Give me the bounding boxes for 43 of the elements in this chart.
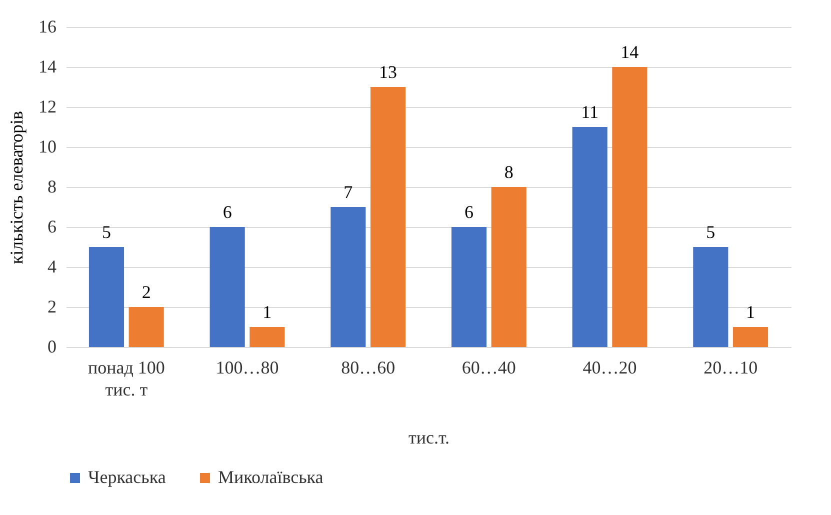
data-label: 11 bbox=[581, 102, 598, 122]
bar bbox=[612, 67, 648, 347]
legend-label: Черкаська bbox=[88, 467, 166, 487]
y-tick-label: 2 bbox=[48, 296, 56, 316]
x-tick-label: 20…10 bbox=[704, 358, 758, 378]
x-tick-label: 40…20 bbox=[582, 358, 637, 378]
y-tick-label: 4 bbox=[48, 256, 56, 276]
y-tick-label: 0 bbox=[48, 336, 56, 356]
bar bbox=[451, 227, 487, 347]
x-tick-label: 80…60 bbox=[341, 358, 396, 378]
bar bbox=[128, 307, 164, 347]
bar bbox=[250, 327, 285, 347]
y-tick-label: 8 bbox=[48, 176, 56, 196]
y-tick-label: 10 bbox=[38, 136, 56, 156]
bar bbox=[491, 187, 526, 347]
y-tick-label: 6 bbox=[48, 216, 56, 236]
bar bbox=[88, 247, 124, 347]
x-tick-label: 100…80 bbox=[216, 358, 279, 378]
bar bbox=[330, 207, 366, 347]
bar bbox=[732, 327, 768, 347]
data-label: 2 bbox=[142, 282, 151, 302]
y-tick-label: 16 bbox=[38, 16, 56, 36]
bar bbox=[370, 87, 406, 347]
data-label: 5 bbox=[706, 222, 716, 242]
data-label: 7 bbox=[344, 182, 353, 202]
data-label: 1 bbox=[262, 302, 272, 322]
data-label: 6 bbox=[464, 202, 474, 222]
bar bbox=[210, 227, 245, 347]
y-tick-label: 14 bbox=[38, 56, 56, 76]
data-label: 1 bbox=[746, 302, 756, 322]
data-label: 14 bbox=[620, 42, 639, 62]
x-tick-label: понад 100 тис. т bbox=[88, 358, 165, 400]
data-label: 8 bbox=[504, 162, 514, 182]
bar bbox=[572, 127, 608, 347]
x-axis-title: тис.т. bbox=[408, 428, 450, 448]
y-axis-title: кількість елеваторів bbox=[6, 110, 26, 264]
bar bbox=[693, 247, 728, 347]
data-label: 5 bbox=[102, 222, 111, 242]
data-label: 6 bbox=[222, 202, 232, 222]
data-label: 13 bbox=[379, 62, 398, 82]
legend-label: Миколаївська bbox=[218, 467, 324, 487]
x-tick-label: 60…40 bbox=[462, 358, 516, 378]
y-tick-label: 12 bbox=[38, 96, 56, 116]
